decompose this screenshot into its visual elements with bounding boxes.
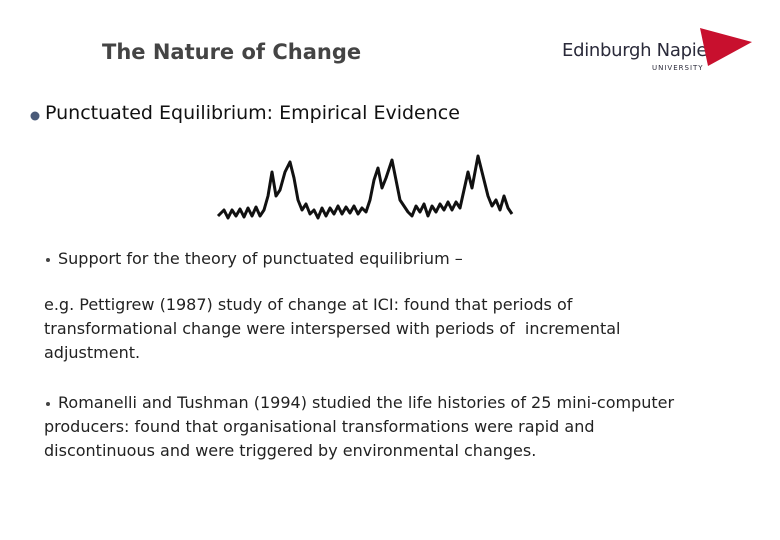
heading-bullet (30, 111, 40, 121)
equilibrium-squiggle (216, 154, 514, 220)
body-line: Support for the theory of punctuated equ… (58, 249, 463, 268)
body-line: producers: found that organisational tra… (44, 417, 595, 436)
bullet (46, 402, 50, 406)
heading: Punctuated Equilibrium: Empirical Eviden… (45, 102, 460, 124)
slide-title: The Nature of Change (102, 40, 362, 64)
logo-subtitle: UNIVERSITY (652, 64, 704, 72)
body-line: e.g. Pettigrew (1987) study of change at… (44, 295, 573, 314)
logo-triangle (700, 28, 752, 66)
body-line: Romanelli and Tushman (1994) studied the… (58, 393, 675, 412)
body-line: discontinuous and were triggered by envi… (44, 441, 537, 460)
body-line: transformational change were intersperse… (44, 319, 621, 338)
logo-name: Edinburgh Napier (562, 40, 715, 61)
body-line: adjustment. (44, 343, 141, 362)
bullet (46, 258, 50, 262)
